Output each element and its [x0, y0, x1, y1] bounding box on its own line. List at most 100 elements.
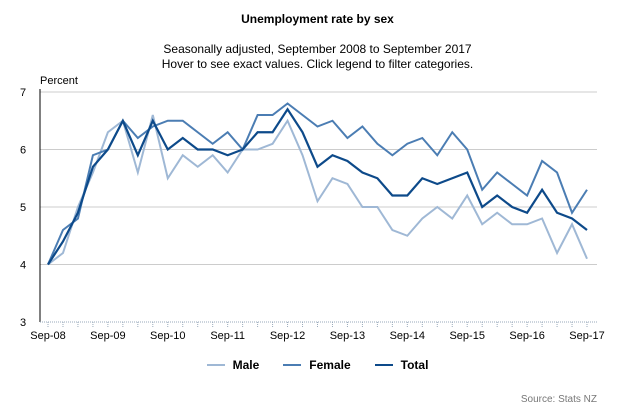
data-point-total — [135, 152, 141, 158]
data-point-total — [315, 164, 321, 170]
data-point-female — [195, 129, 201, 135]
legend-item-male[interactable]: Male — [206, 358, 260, 372]
data-point-female — [584, 187, 590, 193]
data-point-total — [285, 106, 291, 112]
data-point-total — [165, 147, 171, 153]
data-point-female — [449, 129, 455, 135]
data-point-female — [389, 152, 395, 158]
data-point-female — [359, 124, 365, 130]
data-point-male — [225, 170, 231, 176]
data-point-male — [315, 198, 321, 204]
series-line-total — [47, 107, 588, 266]
x-tick-label: Sep-12 — [270, 330, 305, 342]
data-point-male — [344, 181, 350, 187]
data-point-male — [195, 164, 201, 170]
x-tick-label: Sep-16 — [509, 330, 544, 342]
x-tick-label: Sep-08 — [30, 330, 65, 342]
data-point-total — [479, 204, 485, 210]
data-point-male — [60, 250, 66, 256]
data-point-female — [464, 147, 470, 153]
legend-item-female[interactable]: Female — [283, 358, 351, 372]
data-point-male — [180, 152, 186, 158]
data-point-male — [359, 204, 365, 210]
legend-item-total[interactable]: Total — [374, 358, 429, 372]
data-point-female — [479, 187, 485, 193]
data-point-total — [255, 129, 261, 135]
data-point-male — [300, 152, 306, 158]
data-point-total — [344, 158, 350, 164]
data-point-male — [165, 175, 171, 181]
series-line-female — [47, 102, 588, 265]
data-point-total — [105, 147, 111, 153]
data-point-female — [210, 141, 216, 147]
data-point-total — [75, 210, 81, 216]
data-point-male — [389, 227, 395, 233]
data-point-female — [225, 129, 231, 135]
data-point-total — [464, 170, 470, 176]
data-point-total — [389, 193, 395, 199]
x-tick-label: Sep-17 — [569, 330, 604, 342]
legend-label-female: Female — [309, 358, 351, 372]
y-tick-label: 5 — [20, 202, 26, 214]
data-point-female — [539, 158, 545, 164]
x-tick-label: Sep-14 — [390, 330, 425, 342]
data-point-male — [150, 112, 156, 118]
data-point-female — [494, 170, 500, 176]
data-point-total — [509, 204, 515, 210]
data-point-female — [419, 135, 425, 141]
legend-label-male: Male — [232, 358, 260, 372]
data-point-female — [300, 112, 306, 118]
data-point-female — [329, 118, 335, 124]
data-point-female — [270, 112, 276, 118]
legend-label-total: Total — [400, 358, 429, 372]
data-point-total — [434, 181, 440, 187]
data-point-female — [165, 118, 171, 124]
data-point-male — [270, 141, 276, 147]
y-tick-label: 3 — [20, 317, 26, 329]
data-point-total — [150, 118, 156, 124]
data-point-female — [180, 118, 186, 124]
data-point-male — [449, 216, 455, 222]
y-tick-label: 6 — [20, 145, 26, 157]
data-point-male — [329, 175, 335, 181]
data-point-male — [524, 221, 530, 227]
data-point-total — [60, 239, 66, 245]
data-point-total — [225, 152, 231, 158]
data-point-female — [90, 152, 96, 158]
data-point-total — [90, 164, 96, 170]
data-point-female — [524, 193, 530, 199]
data-point-female — [344, 135, 350, 141]
data-point-female — [135, 135, 141, 141]
legend-swatch-total — [374, 364, 393, 366]
data-point-total — [554, 210, 560, 216]
x-tick-label: Sep-15 — [449, 330, 484, 342]
data-point-male — [135, 170, 141, 176]
data-point-female — [60, 227, 66, 233]
data-point-male — [584, 256, 590, 262]
data-point-total — [419, 175, 425, 181]
data-point-male — [509, 221, 515, 227]
x-tick-label: Sep-10 — [150, 330, 185, 342]
data-point-male — [105, 129, 111, 135]
y-tick-label: 7 — [20, 87, 26, 99]
data-point-male — [285, 118, 291, 124]
data-point-male — [255, 147, 261, 153]
x-tick-label: Sep-09 — [90, 330, 125, 342]
data-point-total — [195, 147, 201, 153]
data-point-total — [180, 135, 186, 141]
data-point-total — [45, 262, 51, 268]
data-point-total — [270, 129, 276, 135]
data-point-male — [464, 193, 470, 199]
legend: Male Female Total — [0, 358, 635, 372]
legend-swatch-female — [283, 364, 302, 366]
data-point-male — [539, 216, 545, 222]
x-tick-label: Sep-11 — [210, 330, 245, 342]
data-point-female — [374, 141, 380, 147]
data-point-total — [494, 193, 500, 199]
data-point-female — [285, 101, 291, 107]
data-point-male — [404, 233, 410, 239]
data-point-total — [210, 147, 216, 153]
data-point-male — [419, 216, 425, 222]
data-point-male — [479, 221, 485, 227]
